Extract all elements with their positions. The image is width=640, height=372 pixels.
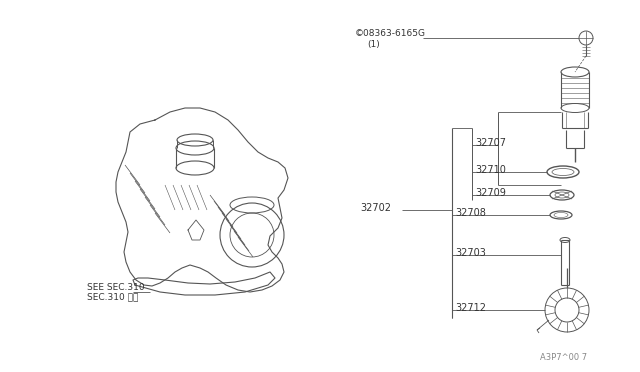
Text: A3P7^00 7: A3P7^00 7 bbox=[540, 353, 587, 362]
Text: 32708: 32708 bbox=[455, 208, 486, 218]
Text: SEC.310 参照: SEC.310 参照 bbox=[87, 292, 138, 301]
Text: ©08363-6165G: ©08363-6165G bbox=[355, 29, 426, 38]
Text: 32710: 32710 bbox=[475, 165, 506, 175]
Text: 32702: 32702 bbox=[360, 203, 391, 213]
Text: 32703: 32703 bbox=[455, 248, 486, 258]
Text: (1): (1) bbox=[367, 39, 380, 48]
Text: 32712: 32712 bbox=[455, 303, 486, 313]
Text: 32709: 32709 bbox=[475, 188, 506, 198]
Text: 32707: 32707 bbox=[475, 138, 506, 148]
Text: SEE SEC.310: SEE SEC.310 bbox=[87, 283, 145, 292]
